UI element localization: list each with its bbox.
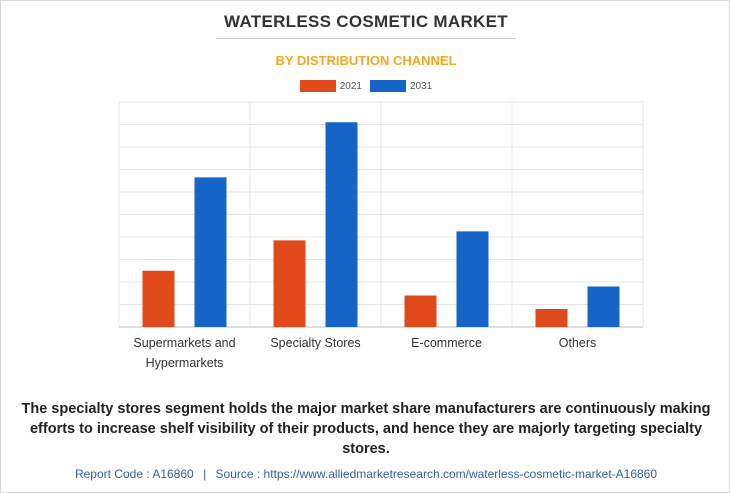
footer-separator: | (203, 467, 207, 481)
chart-legend: 2021 2031 (1, 80, 730, 92)
legend-label-2021: 2021 (339, 80, 362, 92)
legend-item-2021[interactable]: 2021 (299, 80, 362, 92)
title-divider (216, 38, 516, 39)
bar-2021-3 (535, 309, 568, 327)
bar-2021-2 (404, 295, 437, 327)
chart-footer: Report Code : A16860 | Source : https://… (1, 467, 730, 481)
x-tick-label: Others (559, 336, 597, 350)
legend-item-2031[interactable]: 2031 (370, 80, 432, 92)
source-link[interactable]: Source : https://www.alliedmarketresearc… (215, 467, 658, 481)
chart-caption: The specialty stores segment holds the m… (21, 401, 711, 457)
legend-swatch-2031 (370, 80, 406, 92)
x-tick-label: Supermarkets and (133, 336, 235, 350)
legend-swatch-2021 (299, 80, 336, 92)
legend-label-2031: 2031 (410, 80, 433, 92)
bar-2031-1 (325, 122, 358, 327)
chart-title: WATERLESS COSMETIC MARKET (224, 12, 508, 31)
bar-2031-2 (456, 231, 489, 327)
chart-subtitle: BY DISTRIBUTION CHANNEL (275, 53, 457, 68)
report-code: Report Code : A16860 (74, 467, 194, 481)
x-tick-label: E-commerce (411, 336, 482, 350)
bar-chart-plot: Supermarkets and Hypermarkets Specialty St… (118, 101, 644, 370)
bar-2031-3 (587, 286, 620, 327)
x-tick-label: Hypermarkets (146, 356, 224, 370)
bar-2031-0 (194, 177, 227, 327)
bar-2021-0 (142, 270, 175, 327)
x-tick-label: Specialty Stores (270, 336, 360, 350)
bar-2021-1 (273, 240, 306, 327)
